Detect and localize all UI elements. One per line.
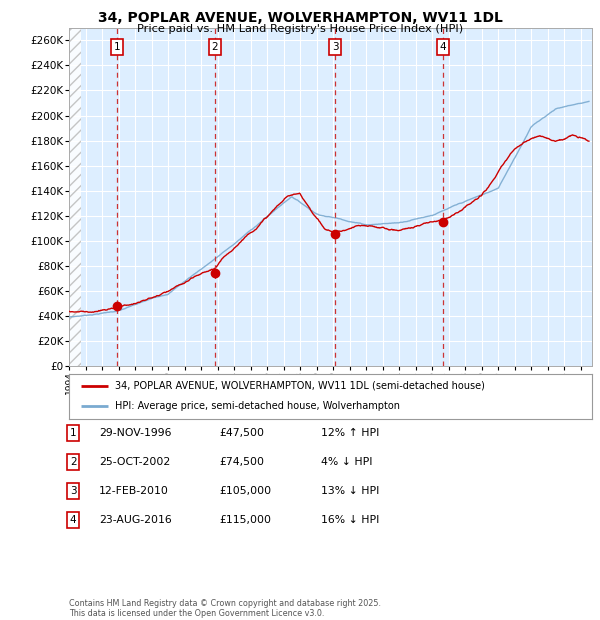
Text: 4: 4 bbox=[70, 515, 77, 525]
Text: 12-FEB-2010: 12-FEB-2010 bbox=[99, 486, 169, 496]
Text: 25-OCT-2002: 25-OCT-2002 bbox=[99, 457, 170, 467]
Text: 29-NOV-1996: 29-NOV-1996 bbox=[99, 428, 172, 438]
Text: 23-AUG-2016: 23-AUG-2016 bbox=[99, 515, 172, 525]
Bar bbox=[69, 28, 82, 366]
Text: 2: 2 bbox=[211, 42, 218, 51]
Text: 13% ↓ HPI: 13% ↓ HPI bbox=[321, 486, 379, 496]
Text: 1: 1 bbox=[114, 42, 121, 51]
Text: 34, POPLAR AVENUE, WOLVERHAMPTON, WV11 1DL (semi-detached house): 34, POPLAR AVENUE, WOLVERHAMPTON, WV11 1… bbox=[115, 381, 485, 391]
Text: 3: 3 bbox=[70, 486, 77, 496]
Text: 1: 1 bbox=[70, 428, 77, 438]
Text: £74,500: £74,500 bbox=[219, 457, 264, 467]
Text: £47,500: £47,500 bbox=[219, 428, 264, 438]
Text: 3: 3 bbox=[332, 42, 338, 51]
Text: HPI: Average price, semi-detached house, Wolverhampton: HPI: Average price, semi-detached house,… bbox=[115, 401, 400, 412]
Text: 12% ↑ HPI: 12% ↑ HPI bbox=[321, 428, 379, 438]
Text: 16% ↓ HPI: 16% ↓ HPI bbox=[321, 515, 379, 525]
Text: 4% ↓ HPI: 4% ↓ HPI bbox=[321, 457, 373, 467]
Text: Contains HM Land Registry data © Crown copyright and database right 2025.
This d: Contains HM Land Registry data © Crown c… bbox=[69, 599, 381, 618]
Text: Price paid vs. HM Land Registry's House Price Index (HPI): Price paid vs. HM Land Registry's House … bbox=[137, 24, 463, 33]
Text: 34, POPLAR AVENUE, WOLVERHAMPTON, WV11 1DL: 34, POPLAR AVENUE, WOLVERHAMPTON, WV11 1… bbox=[98, 11, 502, 25]
Text: £105,000: £105,000 bbox=[219, 486, 271, 496]
Text: 2: 2 bbox=[70, 457, 77, 467]
Text: 4: 4 bbox=[440, 42, 446, 51]
Text: £115,000: £115,000 bbox=[219, 515, 271, 525]
